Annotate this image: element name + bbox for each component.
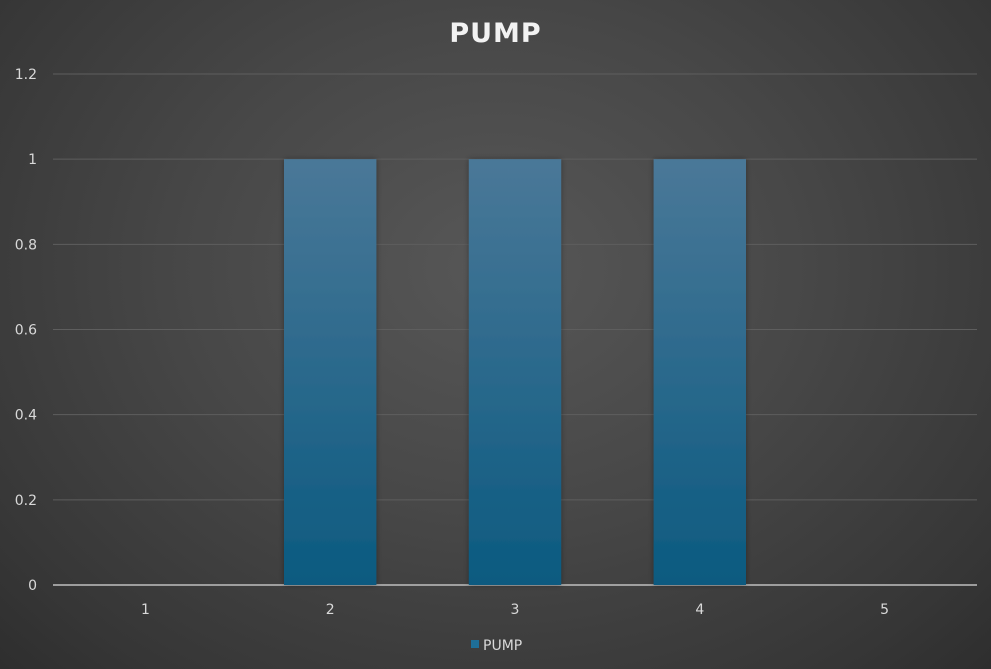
y-tick-label: 0.4 [15,408,37,424]
legend-label-pump: PUMP [483,638,522,654]
bar-3 [468,159,562,585]
bars [284,159,746,585]
x-axis-ticks: 1 2 3 4 5 [141,602,889,618]
y-tick-label: 0.6 [15,323,37,339]
x-tick-label: 2 [326,602,335,618]
y-axis-ticks: 0 0.2 0.4 0.6 0.8 1 1.2 [15,67,37,594]
y-tick-label: 0.2 [15,493,37,509]
bar-4 [653,159,746,585]
chart-title: PUMP [449,18,541,49]
bar-2 [284,159,377,585]
y-tick-label: 1 [28,152,37,168]
x-tick-label: 1 [141,602,150,618]
legend-swatch-pump [471,640,479,648]
y-tick-label: 1.2 [15,67,37,83]
y-tick-label: 0 [28,578,37,594]
y-tick-label: 0.8 [15,237,37,253]
x-tick-label: 5 [880,602,889,618]
x-tick-label: 3 [511,602,520,618]
legend: PUMP [471,638,522,654]
x-tick-label: 4 [695,602,704,618]
